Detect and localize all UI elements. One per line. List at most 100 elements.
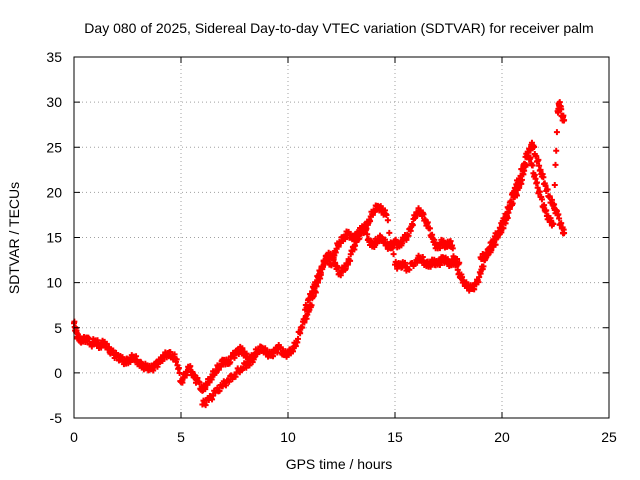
data-point xyxy=(383,211,390,218)
data-point xyxy=(294,335,301,342)
data-point xyxy=(517,172,524,179)
data-point xyxy=(525,149,532,156)
data-point xyxy=(501,217,508,224)
data-point xyxy=(527,154,534,161)
data-point xyxy=(352,242,359,249)
y-tick-label: 5 xyxy=(54,320,62,336)
data-point xyxy=(387,239,394,246)
data-point xyxy=(159,357,166,364)
data-point xyxy=(561,117,568,124)
data-point xyxy=(420,211,427,218)
data-point xyxy=(239,345,246,352)
data-point xyxy=(347,257,354,264)
data-point xyxy=(454,255,461,262)
data-points xyxy=(71,99,568,409)
data-point xyxy=(496,230,503,237)
data-point xyxy=(494,234,501,241)
data-point xyxy=(426,225,433,232)
data-point xyxy=(304,311,311,318)
data-point xyxy=(463,279,470,286)
y-tick-label: 15 xyxy=(46,230,62,246)
data-point xyxy=(480,263,487,270)
x-tick-label: 20 xyxy=(494,429,510,445)
data-point xyxy=(382,236,389,243)
data-point xyxy=(209,396,216,403)
data-point xyxy=(506,206,513,213)
x-tick-label: 0 xyxy=(70,429,78,445)
y-tick-label: 10 xyxy=(46,275,62,291)
data-point xyxy=(297,330,304,337)
data-point xyxy=(424,219,431,226)
data-point xyxy=(556,215,563,222)
data-point xyxy=(475,279,482,286)
data-point xyxy=(550,220,557,227)
data-point xyxy=(384,217,391,224)
data-point xyxy=(317,269,324,276)
data-point xyxy=(535,156,542,163)
data-point xyxy=(356,235,363,242)
data-point xyxy=(456,259,463,266)
y-tick-label: 35 xyxy=(46,49,62,65)
data-point xyxy=(342,265,349,272)
data-point xyxy=(390,251,397,258)
data-point xyxy=(312,289,319,296)
data-point xyxy=(277,344,284,351)
data-point xyxy=(270,353,277,360)
data-point xyxy=(492,241,499,248)
x-tick-label: 10 xyxy=(280,429,296,445)
data-point xyxy=(534,184,541,191)
data-point xyxy=(364,231,371,238)
data-point xyxy=(250,356,257,363)
data-point xyxy=(216,387,223,394)
data-point xyxy=(187,363,194,370)
x-tick-label: 15 xyxy=(387,429,403,445)
data-point xyxy=(543,207,550,214)
data-point xyxy=(410,262,417,269)
data-point xyxy=(512,186,519,193)
data-point xyxy=(553,147,560,154)
y-tick-label: -5 xyxy=(50,410,63,426)
data-point xyxy=(503,210,510,217)
data-point xyxy=(232,373,239,380)
data-point xyxy=(227,359,234,366)
data-point xyxy=(558,106,565,113)
data-point xyxy=(399,240,406,247)
data-point xyxy=(536,188,543,195)
data-point xyxy=(344,261,351,268)
data-point xyxy=(243,364,250,371)
data-point xyxy=(546,193,553,200)
data-point xyxy=(299,324,306,331)
x-axis-label: GPS time / hours xyxy=(286,456,393,472)
y-tick-label: 30 xyxy=(46,94,62,110)
data-point xyxy=(533,179,540,186)
data-point xyxy=(262,345,269,352)
data-point xyxy=(246,362,253,369)
data-point xyxy=(538,196,545,203)
data-point xyxy=(179,379,186,386)
data-point xyxy=(196,379,203,386)
data-point xyxy=(488,247,495,254)
data-point xyxy=(533,153,540,160)
data-point xyxy=(459,274,466,281)
data-point xyxy=(173,356,180,363)
data-point xyxy=(389,242,396,249)
data-point xyxy=(313,279,320,286)
data-point xyxy=(551,181,558,188)
x-tick-label: 5 xyxy=(177,429,185,445)
x-tick-label: 25 xyxy=(601,429,617,445)
series-SDTVAR-secondary xyxy=(199,99,568,409)
data-point xyxy=(508,198,515,205)
data-point xyxy=(519,167,526,174)
data-point xyxy=(308,293,315,300)
data-point xyxy=(558,220,565,227)
data-point xyxy=(362,226,369,233)
data-point xyxy=(202,386,209,393)
data-point xyxy=(405,232,412,239)
data-point xyxy=(531,144,538,151)
data-point xyxy=(447,238,454,245)
y-tick-label: 20 xyxy=(46,184,62,200)
data-point xyxy=(553,129,560,136)
data-point xyxy=(167,349,174,356)
data-point xyxy=(540,174,547,181)
data-point xyxy=(541,202,548,209)
